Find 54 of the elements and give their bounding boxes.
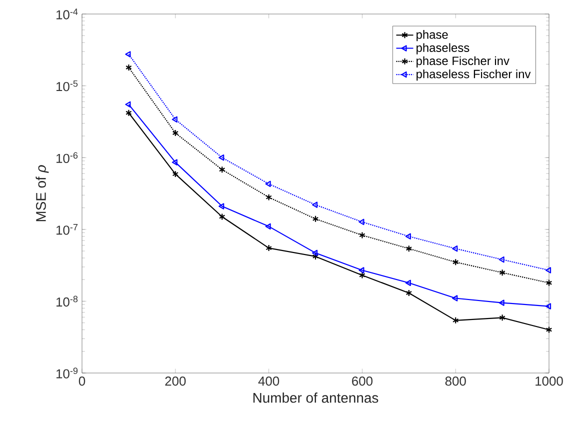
point <box>172 116 178 123</box>
point <box>172 159 178 166</box>
point <box>499 314 506 322</box>
point <box>498 300 504 306</box>
y-axis-title: MSE of ρ <box>36 165 49 222</box>
point <box>312 252 319 260</box>
point <box>499 269 506 276</box>
y-tick-label: 10$^{-8}$ <box>56 296 78 307</box>
legend-label: phaseless <box>416 43 470 54</box>
x-tick-label: 800 <box>445 376 466 386</box>
point <box>359 232 366 239</box>
legend-label: phase <box>416 30 448 42</box>
point <box>218 213 226 220</box>
point <box>125 51 131 58</box>
point <box>265 180 271 188</box>
x-tick-label: 1000 <box>536 376 563 386</box>
point <box>452 316 459 324</box>
point <box>126 64 132 72</box>
y-tick-label: 10$^{-7}$ <box>56 224 78 235</box>
x-tick-label: 200 <box>165 376 186 386</box>
point <box>218 166 226 174</box>
point <box>406 245 412 252</box>
point <box>452 258 459 266</box>
y-tick-label: 10$^{-5}$ <box>56 80 78 92</box>
point <box>265 223 271 230</box>
point <box>172 170 179 178</box>
point <box>452 295 458 302</box>
point <box>406 289 412 297</box>
point <box>312 250 318 256</box>
point <box>266 244 272 252</box>
point <box>218 203 224 210</box>
x-tick-label: 400 <box>258 376 280 386</box>
x-axis-title: Number of antennas <box>253 392 378 403</box>
point <box>359 272 366 279</box>
point <box>545 267 552 274</box>
legend-label: phaseless Fischer inv <box>416 69 531 81</box>
point <box>358 267 364 274</box>
legend-label: phase Fischer inv <box>416 56 510 68</box>
y-tick-label: 10$^{-4}$ <box>56 8 78 20</box>
point <box>218 154 224 161</box>
point <box>312 202 318 208</box>
point <box>358 218 364 226</box>
point <box>266 194 272 201</box>
x-tick-label: 600 <box>352 376 373 386</box>
y-tick-label: 10$^{-6}$ <box>56 152 78 163</box>
point <box>546 279 552 286</box>
point <box>405 280 411 286</box>
point <box>452 245 458 252</box>
point <box>312 215 319 222</box>
point <box>172 129 179 137</box>
point <box>405 233 411 240</box>
x-tick-label: 0 <box>78 376 86 386</box>
y-tick-label: 10$^{-9}$ <box>56 368 78 378</box>
point <box>498 256 504 263</box>
